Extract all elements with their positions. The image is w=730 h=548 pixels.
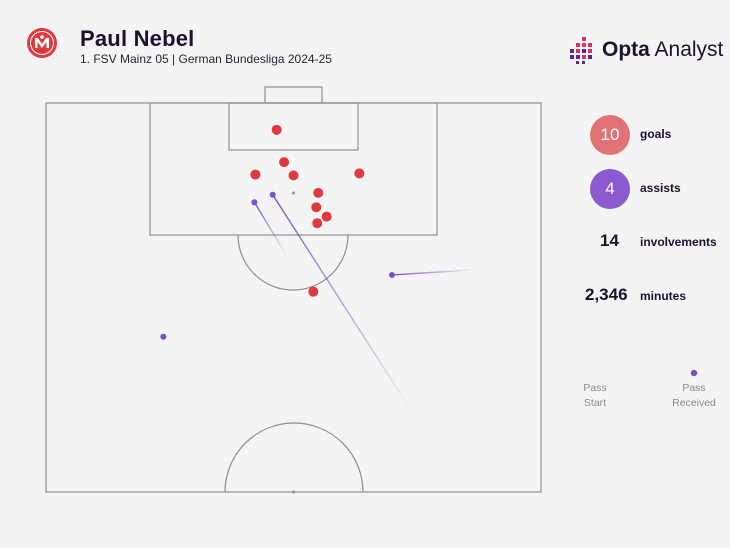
goals-value: 10 [590,115,630,155]
assists-layer [160,191,474,416]
stat-involvements: 14 involvements [578,223,728,263]
involvements-label: involvements [640,235,717,249]
penalty-area [149,102,438,236]
six-yard-box [228,102,359,151]
club-crest-icon [27,28,57,58]
brand-name: Opta Analyst [602,38,723,62]
pitch-outline [45,102,542,493]
legend-pass-start-line2: Start [583,397,607,409]
assist-point [251,199,258,206]
brand-name-light: Analyst [649,38,724,61]
penalty-arc [237,234,349,291]
involvements-value: 14 [600,231,619,250]
pitch-markings [45,86,542,493]
goal-point [279,157,290,168]
legend-pass-received-line2: Received [672,397,716,409]
legend-pass-received: Pass Received [664,381,724,411]
opta-analyst-logo-icon [570,37,592,64]
centre-circle-arc [224,422,364,493]
assist-point [160,333,167,340]
assists-value: 4 [590,169,630,209]
stat-assists: 4 assists [578,169,728,209]
legend-pass-received-line1: Pass [682,382,706,394]
goals-layer [250,124,365,297]
goal-point [288,170,299,181]
assist-pass-line [272,194,415,416]
assist-point [269,191,276,198]
goal-frame [264,86,323,104]
centre-spot [292,490,295,494]
goal-point [271,124,282,135]
minutes-label: minutes [640,289,687,303]
assist-pass-line [391,269,474,276]
legend-pass-start-line1: Pass [583,382,607,394]
assist-point [389,271,396,278]
goal-point [250,169,261,180]
brand-name-strong: Opta [602,38,650,61]
goals-label: goals [640,127,672,141]
goal-point [308,286,319,297]
goal-point [313,187,324,198]
legend [596,369,698,377]
goal-point [312,218,323,229]
goal-point [321,211,332,222]
assists-label: assists [640,181,681,195]
assist-pass-line [253,201,287,256]
goal-point [354,168,365,179]
page-subtitle: 1. FSV Mainz 05 | German Bundesliga 2024… [80,52,332,66]
legend-pass-received-point [690,369,698,377]
goal-point [311,202,322,213]
stat-goals: 10 goals [578,115,728,155]
legend-pass-start: Pass Start [570,381,620,411]
minutes-value: 2,346 [585,285,628,304]
page-title: Paul Nebel [80,26,195,51]
stat-minutes: 2,346 minutes [578,277,728,317]
header: Paul Nebel 1. FSV Mainz 05 | German Bund… [0,0,730,80]
penalty-spot [292,191,295,195]
